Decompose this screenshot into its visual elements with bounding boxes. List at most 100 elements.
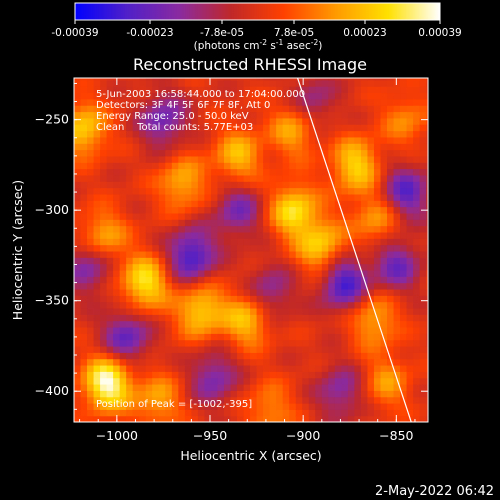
heatmap-cell [100, 117, 108, 125]
heatmap-cell [119, 352, 127, 360]
heatmap-cell [204, 314, 212, 322]
heatmap-cell [354, 92, 362, 100]
heatmap-cell [113, 377, 121, 385]
heatmap-cell [158, 295, 166, 303]
heatmap-cell [191, 307, 199, 315]
heatmap-cell [126, 92, 134, 100]
heatmap-cell [347, 92, 355, 100]
heatmap-cell [250, 155, 258, 163]
heatmap-cell [243, 333, 251, 341]
heatmap-cell [113, 111, 121, 119]
heatmap-cell [406, 105, 414, 113]
heatmap-cell [243, 231, 251, 239]
heatmap-cell [217, 149, 225, 157]
heatmap-cell [223, 219, 232, 227]
heatmap-cell [419, 383, 427, 391]
heatmap-cell [419, 307, 427, 315]
heatmap-cell [413, 130, 421, 138]
heatmap-cell [126, 314, 134, 322]
heatmap-cell [328, 238, 336, 246]
heatmap-cell [223, 383, 232, 391]
heatmap-cell [197, 358, 206, 366]
heatmap-cell [178, 409, 186, 417]
heatmap-cell [74, 269, 82, 277]
heatmap-cell [152, 238, 160, 246]
heatmap-cell [341, 124, 349, 132]
heatmap-cell [328, 339, 336, 347]
heatmap-cell [250, 377, 258, 385]
heatmap-cell [328, 352, 336, 360]
heatmap-cell [354, 415, 362, 422]
heatmap-cell [269, 339, 277, 347]
heatmap-cell [308, 314, 316, 322]
heatmap-cell [93, 212, 101, 220]
heatmap-cell [400, 288, 408, 296]
heatmap-cell [87, 364, 95, 372]
heatmap-cell [152, 250, 160, 258]
heatmap-cell [158, 320, 166, 328]
heatmap-cell [256, 358, 264, 366]
heatmap-cell [289, 124, 297, 132]
heatmap-cell [400, 326, 408, 334]
heatmap-cell [237, 250, 245, 258]
heatmap-cell [367, 187, 375, 195]
heatmap-cell [197, 244, 206, 252]
heatmap-cell [178, 390, 186, 398]
heatmap-cell [145, 117, 153, 125]
heatmap-cell [126, 111, 134, 119]
heatmap-cell [158, 250, 166, 258]
heatmap-cell [191, 301, 199, 309]
heatmap-cell [269, 383, 277, 391]
heatmap-cell [223, 86, 232, 94]
heatmap-cell [210, 181, 219, 189]
heatmap-cell [210, 98, 219, 106]
heatmap-cell [302, 415, 310, 422]
heatmap-cell [171, 320, 179, 328]
heatmap-cell [426, 162, 428, 170]
heatmap-cell [302, 276, 310, 284]
heatmap-cell [341, 92, 349, 100]
heatmap-cell [341, 257, 349, 265]
heatmap-cell [197, 371, 206, 379]
heatmap-cell [321, 263, 329, 271]
heatmap-cell [204, 396, 212, 404]
heatmap-cell [347, 377, 355, 385]
heatmap-cell [315, 231, 323, 239]
heatmap-cell [210, 402, 219, 410]
heatmap-cell [347, 193, 355, 201]
heatmap-cell [419, 219, 427, 227]
heatmap-cell [165, 181, 173, 189]
heatmap-cell [165, 244, 173, 252]
heatmap-cell [74, 358, 82, 366]
heatmap-cell [419, 92, 427, 100]
heatmap-cell [165, 333, 173, 341]
heatmap-cell [315, 225, 323, 233]
heatmap-cell [354, 307, 362, 315]
heatmap-cell [217, 193, 225, 201]
heatmap-cell [360, 193, 369, 201]
heatmap-cell [263, 269, 271, 277]
heatmap-cell [360, 282, 369, 290]
heatmap-cell [165, 371, 173, 379]
heatmap-cell [354, 282, 362, 290]
heatmap-cell [100, 124, 108, 132]
heatmap-cell [256, 187, 264, 195]
heatmap-cell [132, 149, 140, 157]
heatmap-cell [334, 244, 342, 252]
heatmap-cell [413, 250, 421, 258]
heatmap-cell [406, 352, 414, 360]
heatmap-cell [387, 181, 395, 189]
heatmap-cell [250, 390, 258, 398]
heatmap-cell [100, 402, 108, 410]
heatmap-cell [178, 219, 186, 227]
heatmap-cell [250, 257, 258, 265]
heatmap-cell [210, 276, 219, 284]
heatmap-cell [373, 409, 382, 417]
heatmap-cell [184, 86, 192, 94]
heatmap-cell [282, 250, 290, 258]
heatmap-cell [321, 187, 329, 195]
heatmap-cell [100, 269, 108, 277]
heatmap-cell [171, 390, 179, 398]
heatmap-cell [387, 333, 395, 341]
heatmap-cell [106, 263, 114, 271]
